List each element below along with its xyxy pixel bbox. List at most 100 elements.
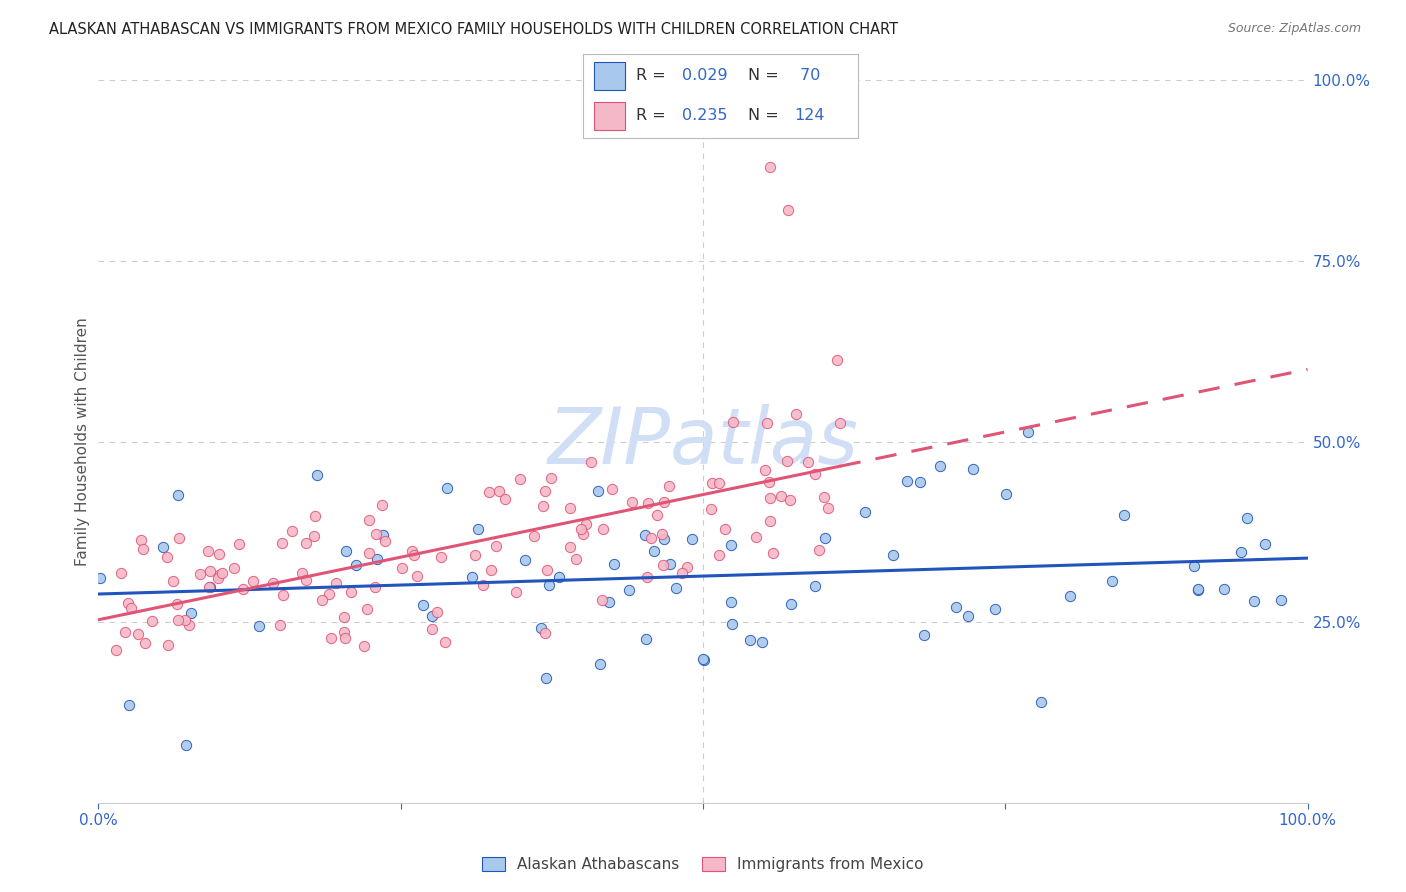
- Point: [197, 580, 219, 594]
- Point: [412, 599, 434, 613]
- Point: [281, 524, 304, 538]
- Point: [105, 642, 128, 657]
- Point: [758, 475, 780, 490]
- Point: [167, 532, 190, 546]
- Text: 70: 70: [794, 69, 820, 84]
- Point: [188, 566, 211, 581]
- Point: [197, 544, 219, 558]
- Point: [120, 601, 142, 615]
- Point: [828, 417, 851, 431]
- Point: [720, 594, 742, 608]
- Point: [636, 570, 658, 584]
- Point: [249, 619, 271, 633]
- Point: [346, 558, 368, 572]
- Point: [603, 557, 626, 571]
- Point: [651, 526, 673, 541]
- Point: [957, 609, 980, 624]
- Point: [162, 574, 184, 588]
- Point: [803, 467, 825, 482]
- Point: [738, 632, 761, 647]
- Point: [621, 495, 644, 509]
- Point: [825, 353, 848, 368]
- Point: [983, 601, 1005, 615]
- Point: [756, 416, 779, 430]
- Point: [325, 576, 347, 591]
- Point: [333, 631, 356, 645]
- Point: [536, 671, 558, 685]
- Point: [540, 471, 562, 485]
- Point: [401, 544, 423, 558]
- Point: [707, 475, 730, 490]
- Point: [318, 587, 340, 601]
- Point: [1184, 559, 1206, 574]
- Point: [797, 455, 820, 469]
- Point: [702, 476, 724, 491]
- Point: [294, 574, 316, 588]
- Point: [174, 613, 197, 627]
- Point: [645, 508, 668, 522]
- Point: [855, 505, 877, 519]
- Point: [180, 606, 202, 620]
- Point: [592, 522, 614, 536]
- Point: [537, 578, 560, 592]
- Text: R =: R =: [636, 69, 671, 84]
- Point: [713, 522, 735, 536]
- Point: [776, 453, 799, 467]
- Point: [534, 626, 557, 640]
- Point: [560, 501, 582, 516]
- Point: [174, 738, 197, 752]
- Point: [311, 593, 333, 607]
- Point: [1187, 583, 1209, 598]
- Point: [692, 652, 714, 666]
- Point: [945, 600, 967, 615]
- Point: [371, 498, 394, 512]
- Point: [896, 474, 918, 488]
- Point: [758, 491, 780, 506]
- Point: [464, 548, 486, 562]
- Point: [592, 593, 614, 607]
- Point: [304, 508, 326, 523]
- Point: [364, 580, 387, 594]
- Point: [589, 657, 612, 671]
- Point: [461, 570, 484, 584]
- Point: [356, 602, 378, 616]
- Point: [436, 481, 458, 495]
- Legend: Alaskan Athabascans, Immigrants from Mexico: Alaskan Athabascans, Immigrants from Mex…: [475, 851, 931, 879]
- Point: [242, 574, 264, 588]
- Point: [494, 492, 516, 507]
- Text: ZIPatlas: ZIPatlas: [547, 403, 859, 480]
- Point: [808, 542, 831, 557]
- Point: [366, 526, 388, 541]
- Point: [994, 487, 1017, 501]
- Point: [634, 528, 657, 542]
- Point: [652, 495, 675, 509]
- Point: [817, 500, 839, 515]
- Point: [207, 568, 229, 582]
- Point: [321, 631, 343, 645]
- Point: [177, 617, 200, 632]
- Point: [156, 549, 179, 564]
- Point: [617, 582, 640, 597]
- Point: [776, 203, 799, 218]
- Point: [929, 458, 952, 473]
- Point: [665, 581, 688, 595]
- Point: [575, 516, 598, 531]
- Point: [759, 514, 782, 528]
- Point: [569, 522, 592, 536]
- Point: [430, 549, 453, 564]
- Point: [693, 653, 716, 667]
- Point: [224, 561, 246, 575]
- Point: [420, 622, 443, 636]
- Point: [564, 552, 586, 566]
- Point: [962, 461, 984, 475]
- Point: [1236, 510, 1258, 524]
- Point: [779, 597, 801, 611]
- Point: [420, 609, 443, 624]
- Point: [770, 489, 793, 503]
- Point: [572, 527, 595, 541]
- Point: [1243, 594, 1265, 608]
- Point: [754, 463, 776, 477]
- Point: [548, 570, 571, 584]
- Point: [110, 566, 132, 580]
- Point: [558, 540, 581, 554]
